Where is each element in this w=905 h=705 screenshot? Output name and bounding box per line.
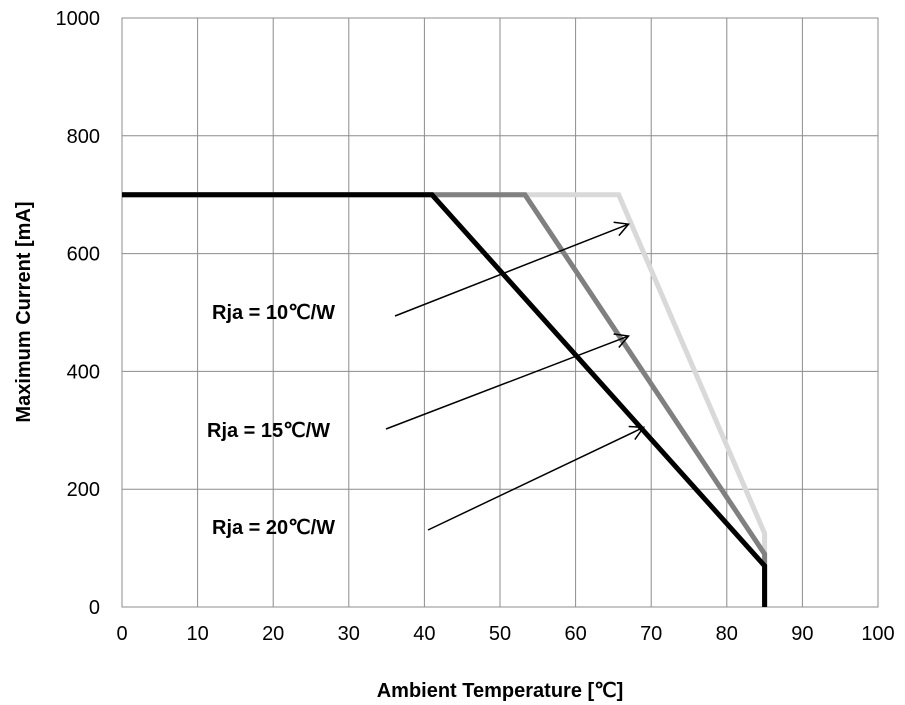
x-tick-label: 20: [262, 623, 284, 645]
y-tick-label: 200: [67, 479, 100, 501]
x-tick-label: 60: [564, 623, 586, 645]
y-tick-label: 1000: [56, 8, 101, 30]
arrowhead: [613, 333, 630, 348]
y-tick-label: 400: [67, 361, 100, 383]
x-tick-label: 10: [186, 623, 208, 645]
series-group: [122, 192, 768, 607]
arrowhead: [613, 221, 630, 237]
annotation-arrow: [394, 223, 629, 317]
annotation-arrow: [427, 426, 644, 531]
y-tick-label: 600: [67, 244, 100, 266]
x-tick-label: 30: [338, 623, 360, 645]
annotations-group: Rja = 10℃/W Rja = 15℃/W Rja = 20℃/W: [207, 221, 646, 539]
x-axis-title: Ambient Temperature [℃]: [377, 680, 624, 702]
y-tick-label: 800: [67, 126, 100, 148]
x-tick-label: 80: [716, 623, 738, 645]
series-line-2: [122, 192, 768, 607]
y-tick-label: 0: [89, 597, 100, 619]
annotation-label: Rja = 15℃/W: [207, 420, 330, 442]
x-tick-label: 100: [861, 623, 894, 645]
plot-border: [121, 17, 879, 608]
y-axis-title: Maximum Current [mA]: [13, 201, 35, 422]
annotation-label: Rja = 20℃/W: [212, 517, 335, 539]
series-line-1: [122, 192, 768, 607]
x-tick-label: 0: [116, 623, 127, 645]
annotation-arrow: [385, 335, 629, 430]
arrowhead: [628, 425, 646, 440]
x-tick-label: 50: [489, 623, 511, 645]
series-line-3: [122, 192, 768, 607]
annotation-label: Rja = 10℃/W: [212, 302, 335, 324]
grid: [121, 17, 879, 608]
x-tick-label: 40: [413, 623, 435, 645]
x-tick-label: 90: [791, 623, 813, 645]
x-tick-label: 70: [640, 623, 662, 645]
